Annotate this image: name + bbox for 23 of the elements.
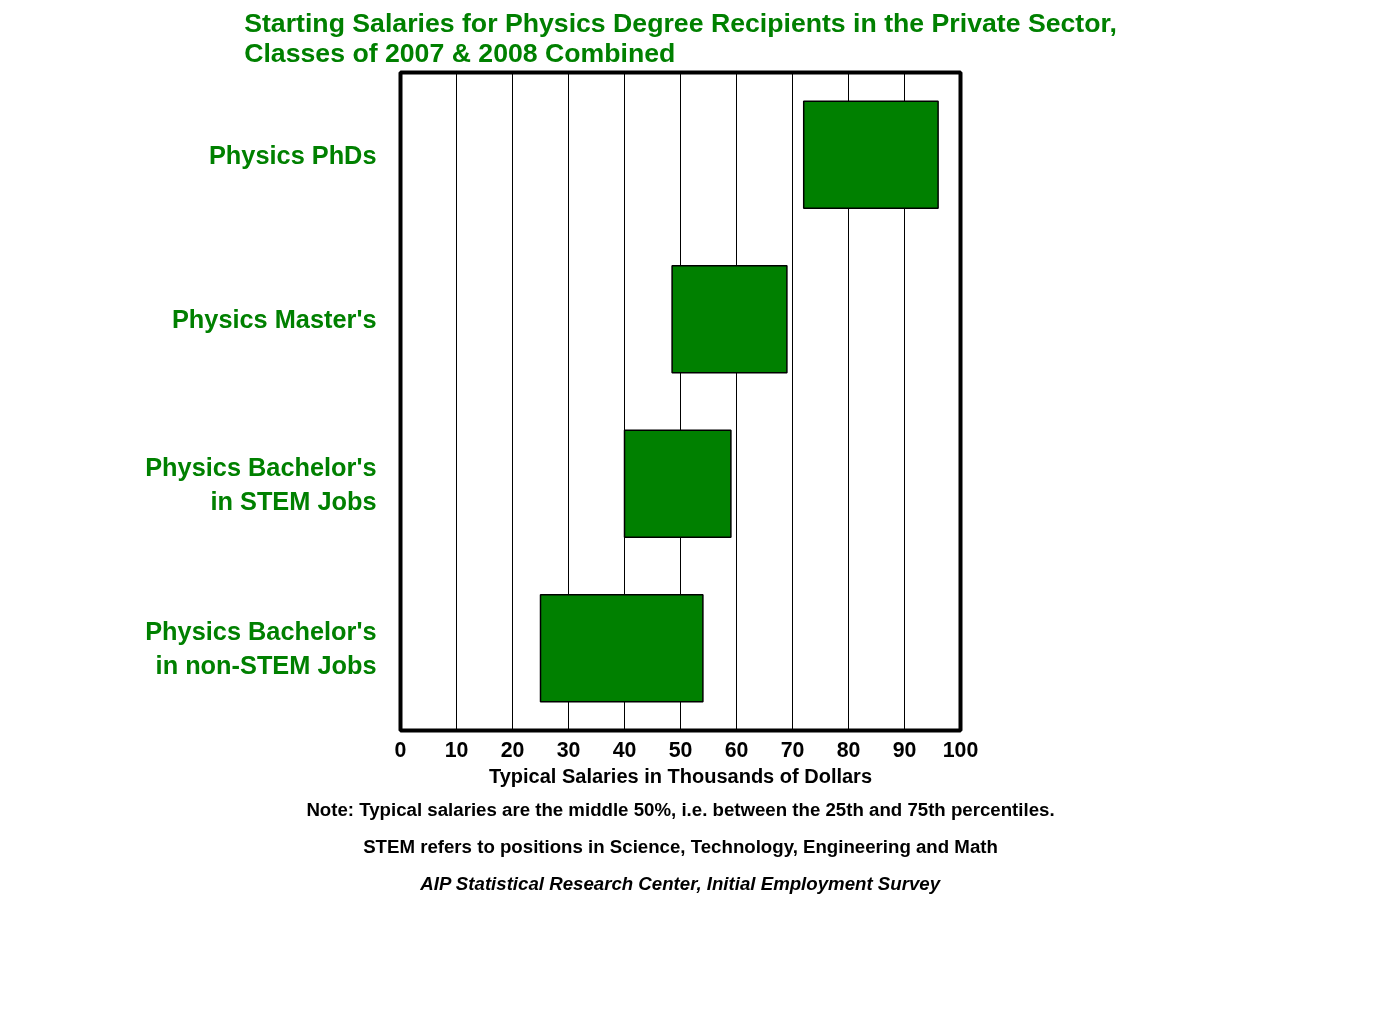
text: AIP Statistical Research Center, Initial Employment Survey [419,872,942,894]
x-tick-label: 80 [836,737,861,762]
x-tick-label: 60 [724,737,749,762]
x-tick-label: 20 [500,737,525,762]
text: Note: Typical salaries are the middle 50%, i.e. between the 25th and 75th percentiles. [306,798,1055,820]
x-tick-label: 70 [780,737,805,762]
bar [539,594,704,703]
y-tick-label: Physics Bachelor's in non-STEM Jobs [145,617,377,680]
bar [623,429,732,538]
y-tick-label: Physics Bachelor's in STEM Jobs [145,452,377,515]
x-tick-label: 50 [668,737,693,762]
x-tick-label: 10 [444,737,469,762]
x-tick-label: 30 [556,737,581,762]
bar [671,265,788,374]
x-tick-label: 40 [612,737,637,762]
y-tick-label: Physics PhDs [208,140,377,169]
x-axis-title: Typical Salaries in Thousands of Dollars [488,764,873,787]
x-tick-label: 0 [394,737,407,762]
y-tick-label: Physics Master's [171,305,377,334]
x-tick-label: 90 [892,737,917,762]
x-tick-label: 100 [942,737,979,762]
text: STEM refers to positions in Science, Technology, Engineering and Math [363,835,998,857]
chart-title: Starting Salaries for Physics Degree Recipients in the Private Sector, Classes of 2007 & 2008 Combined [244,7,1117,68]
